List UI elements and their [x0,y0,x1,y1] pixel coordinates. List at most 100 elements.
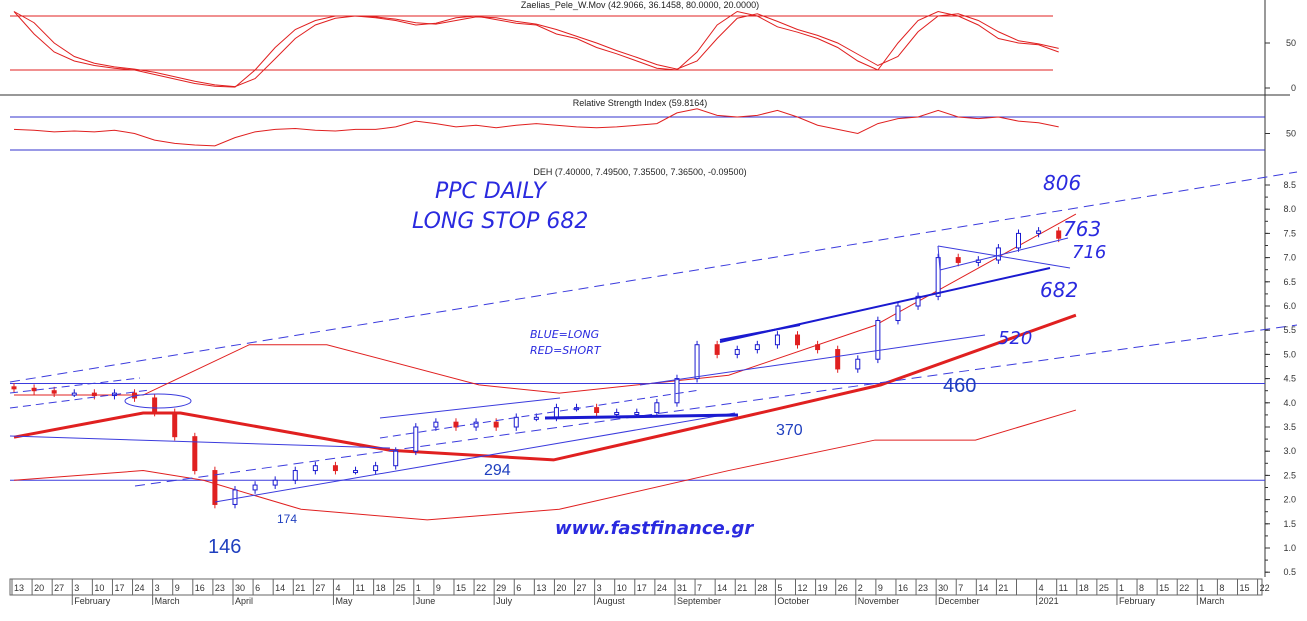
price-tick-label: 4.0 [1283,398,1296,408]
rsi-line [13,108,1059,147]
candle [453,418,459,431]
price-tick-label: 8.0 [1283,204,1296,214]
x-tick-label: 8 [1139,583,1144,593]
x-tick-label: 30 [235,583,245,593]
candle [955,253,961,267]
candle [594,403,600,417]
stoch-title: Zaelias_Pele_W.Mov (42.9066, 36.1458, 80… [521,0,759,10]
month-label: February [74,596,111,606]
candle [332,461,338,475]
candle [654,398,660,417]
level-520: 520 [998,328,1032,349]
month-label: June [416,596,436,606]
candle [835,345,841,373]
annotations: PPC DAILY LONG STOP 682 BLUE=LONG RED=SH… [208,171,1106,558]
x-tick-label: 3 [74,583,79,593]
x-tick-label: 24 [135,583,145,593]
x-tick-label: 4 [1039,583,1044,593]
x-tick-label: 20 [556,583,566,593]
level-716: 716 [1072,242,1106,263]
level-294: 294 [484,462,511,479]
price-tick-label: 3.5 [1283,422,1296,432]
x-tick-label: 1 [1199,583,1204,593]
stoch-tick-label: 0 [1291,83,1296,93]
price-tick-label: 5.5 [1283,325,1296,335]
month-label: July [496,596,513,606]
price-tick-label: 6.5 [1283,277,1296,287]
candle [795,331,801,349]
candle [252,481,258,494]
x-tick-label: 3 [155,583,160,593]
x-tick-label: 12 [798,583,808,593]
x-tick-label: 10 [617,583,627,593]
x-tick-label: 9 [436,583,441,593]
x-tick-label: 14 [275,583,285,593]
stochastic-panel [10,10,1059,88]
website-watermark: www.fastfinance.gr [555,518,754,539]
legend-red-short: RED=SHORT [530,344,602,357]
candle [714,340,720,359]
rsi-panel [10,108,1265,151]
month-label: April [235,596,253,606]
x-tick-label: 21 [998,583,1008,593]
x-tick-label: 29 [496,583,506,593]
panel-frames [0,0,1290,596]
candle [212,466,218,509]
x-tick-label: 18 [1079,583,1089,593]
x-tick-label: 14 [978,583,988,593]
candle [51,386,57,397]
price-tick-label: 1.0 [1283,543,1296,553]
annotation-title: PPC DAILY [435,179,548,204]
x-tick-label: 7 [697,583,702,593]
x-tick-label: 21 [295,583,305,593]
x-tick-label: 11 [1059,583,1068,593]
rsi-tick-label: 50 [1286,129,1296,139]
x-tick-label: 10 [94,583,104,593]
month-label: August [597,596,626,606]
stoch-line [13,10,1059,88]
price-panel [10,213,1265,521]
level-682: 682 [1040,278,1078,302]
candle [895,302,901,325]
x-tick-label: 2 [858,583,863,593]
early-channel-dashed-2 [9,377,141,394]
x-tick-label: 9 [878,583,883,593]
x-tick-label: 13 [536,583,546,593]
candle [272,476,278,489]
candle [1036,227,1042,238]
candle [855,355,861,373]
candle [1016,229,1021,252]
price-tick-label: 8.5 [1283,180,1296,190]
rsi-title: Relative Strength Index (59.8164) [573,98,708,108]
x-tick-label: 16 [898,583,908,593]
breakdown-ellipse [124,393,192,409]
x-tick-label: 6 [516,583,521,593]
candle [815,340,821,354]
x-tick-label: 6 [255,583,260,593]
price-tick-label: 7.5 [1283,228,1296,238]
level-806: 806 [1043,171,1081,195]
summer-channel-dashed [379,389,701,439]
candle [774,331,780,349]
candle [91,389,97,400]
x-tick-label: 22 [476,583,486,593]
triangle-bottom [939,237,1069,271]
candle [373,461,379,475]
x-tick-label: 21 [737,583,747,593]
level-763: 763 [1063,217,1101,241]
summer-channel-top [379,397,561,419]
x-tick-label: 14 [717,583,727,593]
x-tick-label: 23 [215,583,225,593]
upper-band [14,213,1077,396]
candle [995,244,1001,264]
legend-blue-long: BLUE=LONG [530,328,599,341]
price-tick-label: 2.0 [1283,495,1296,505]
x-tick-label: 15 [1159,583,1169,593]
level-146: 146 [208,536,241,558]
x-tick-label: 27 [577,583,587,593]
price-tick-label: 0.5 [1283,567,1296,577]
candle [353,466,359,475]
price-tick-label: 4.5 [1283,374,1296,384]
candle [192,432,198,475]
